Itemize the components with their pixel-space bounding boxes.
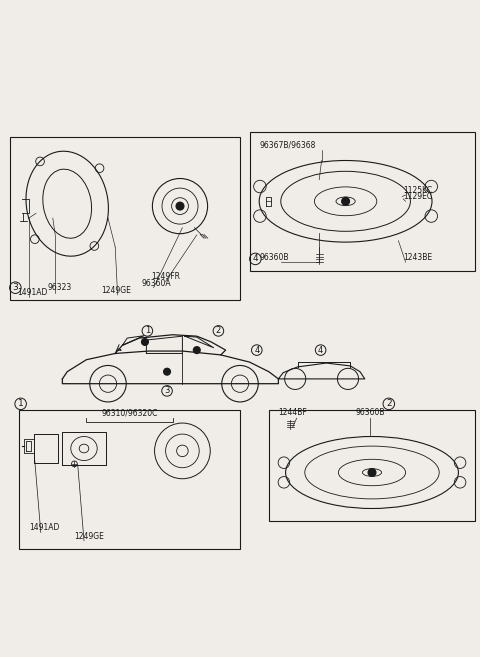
Text: 1243BE: 1243BE bbox=[403, 253, 432, 262]
Circle shape bbox=[164, 369, 170, 375]
Text: 1491AD: 1491AD bbox=[17, 288, 47, 298]
Text: 1249GE: 1249GE bbox=[101, 286, 131, 295]
Bar bbox=[250, 131, 475, 271]
Text: 4: 4 bbox=[254, 346, 259, 355]
Bar bbox=[269, 410, 475, 520]
Text: 1125KC: 1125KC bbox=[403, 186, 432, 195]
Circle shape bbox=[176, 202, 184, 210]
Circle shape bbox=[342, 198, 349, 205]
Text: 96323: 96323 bbox=[48, 284, 72, 292]
Text: 1: 1 bbox=[145, 327, 150, 336]
Text: 96360A: 96360A bbox=[142, 279, 171, 288]
Bar bbox=[19, 410, 240, 549]
Circle shape bbox=[193, 347, 200, 353]
Circle shape bbox=[142, 338, 148, 346]
Text: 1491AD: 1491AD bbox=[29, 524, 59, 533]
Text: 2: 2 bbox=[386, 399, 392, 409]
Text: 3: 3 bbox=[164, 386, 170, 396]
Text: 1249FR: 1249FR bbox=[151, 273, 180, 281]
Text: 4: 4 bbox=[318, 346, 323, 355]
Text: 1129EC: 1129EC bbox=[403, 193, 432, 201]
Text: 96367B/96368: 96367B/96368 bbox=[259, 141, 315, 150]
Text: 1244BF: 1244BF bbox=[278, 408, 307, 417]
Text: 4: 4 bbox=[252, 254, 258, 263]
Text: 1: 1 bbox=[18, 399, 24, 409]
Text: 3: 3 bbox=[12, 283, 18, 292]
Text: 1249GE: 1249GE bbox=[74, 532, 104, 541]
Text: 96310/96320C: 96310/96320C bbox=[101, 408, 158, 417]
Text: 96360B: 96360B bbox=[355, 408, 384, 417]
Circle shape bbox=[368, 468, 376, 476]
Text: 2: 2 bbox=[216, 327, 221, 336]
Bar bbox=[10, 137, 240, 300]
Text: 96360B: 96360B bbox=[259, 253, 288, 262]
